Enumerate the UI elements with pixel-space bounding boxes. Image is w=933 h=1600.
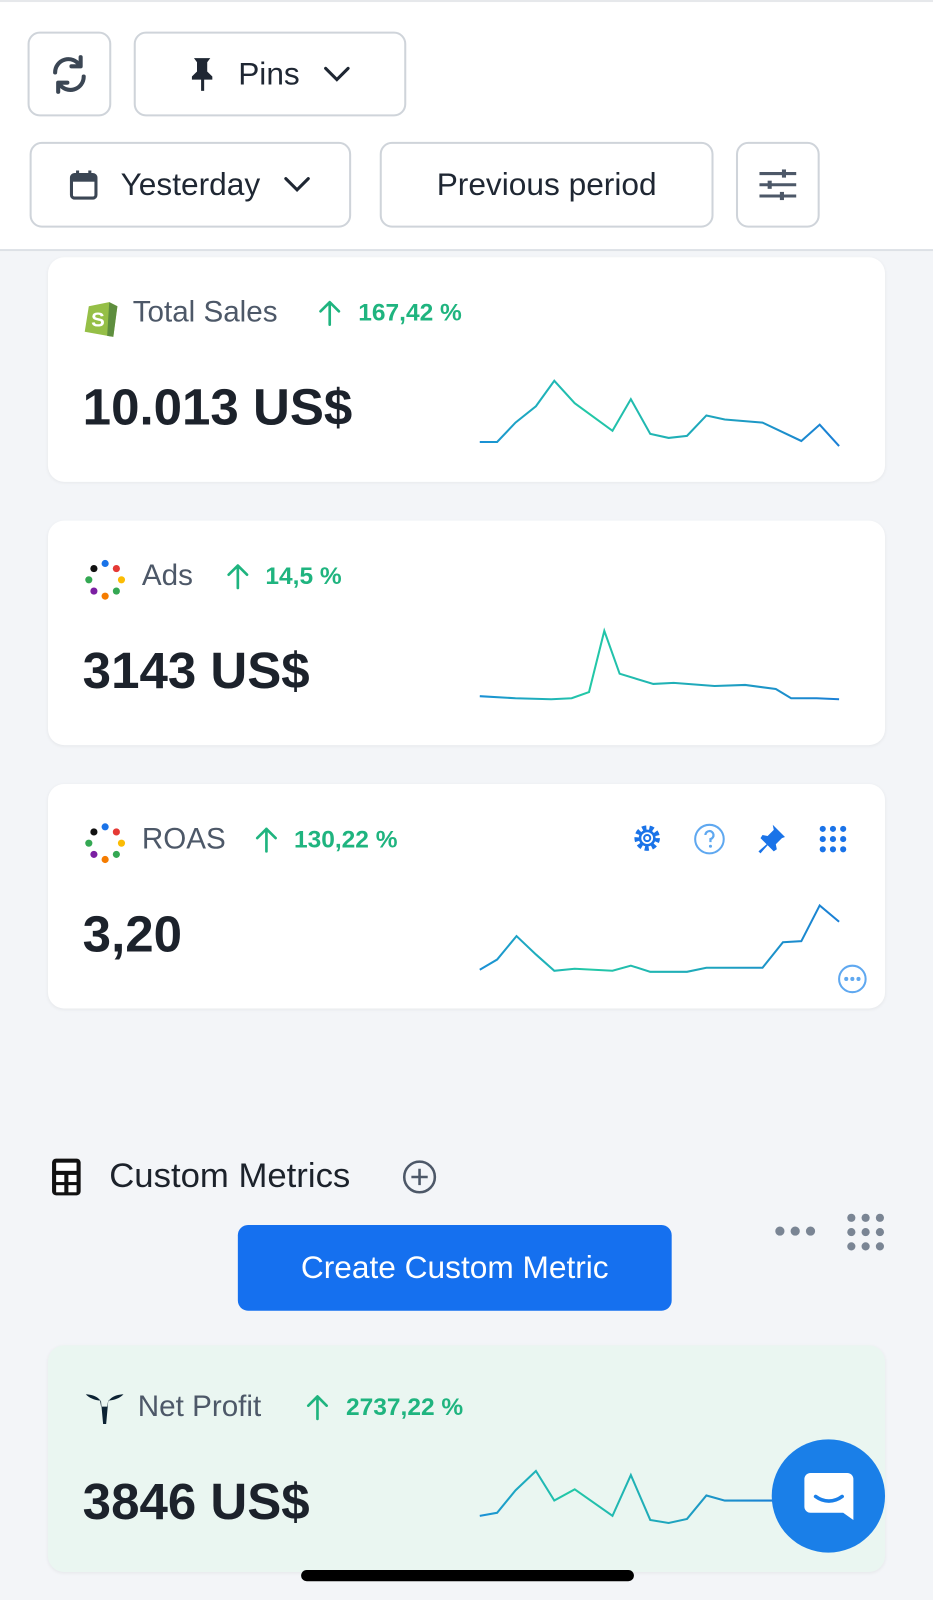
metric-change: 2737,22 % — [346, 1393, 464, 1421]
chevron — [284, 177, 310, 193]
add-icon[interactable] — [402, 1160, 437, 1195]
metric-value: 3846 US$ — [82, 1473, 310, 1531]
filter-button[interactable] — [735, 141, 820, 228]
triple-whale-icon — [85, 1394, 124, 1425]
sparkline — [479, 627, 840, 701]
toolbar: Pins Yesterday Previous period — [0, 0, 933, 252]
ads-icon — [85, 559, 126, 600]
metric-card[interactable]: S Total Sales 167,42 % 10.013 US$ — [47, 257, 886, 482]
metric-name: Net Profit — [137, 1390, 262, 1423]
calculator-icon — [52, 1158, 81, 1196]
pin-icon[interactable] — [756, 823, 787, 856]
chevron — [323, 66, 350, 82]
sparkline — [479, 1469, 776, 1525]
more-icon[interactable] — [774, 1224, 817, 1238]
help-icon[interactable] — [693, 823, 726, 856]
metric-change: 130,22 % — [293, 825, 398, 854]
drag-handle[interactable] — [846, 1213, 885, 1252]
metric-name: ROAS — [141, 822, 226, 856]
up-arrow — [305, 1392, 329, 1421]
roas-icon — [85, 823, 126, 864]
pins-dropdown[interactable]: Pins — [133, 31, 407, 117]
more-icon[interactable] — [836, 963, 869, 996]
metric-value: 3,20 — [82, 905, 183, 963]
date-dropdown[interactable]: Yesterday — [29, 141, 352, 228]
create-button[interactable]: Create Custom Metric — [237, 1224, 672, 1311]
metric-card[interactable]: ROAS 130,22 % 3,20 — [47, 783, 886, 1009]
metric-name: Total Sales — [132, 296, 278, 329]
up-arrow — [317, 298, 341, 327]
home-indicator — [301, 1569, 634, 1582]
up-arrow — [254, 825, 278, 854]
metric-change: 14,5 % — [265, 562, 342, 591]
metric-card[interactable]: Net Profit 2737,22 % 3846 US$ — [47, 1345, 886, 1573]
metric-change: 167,42 % — [358, 299, 462, 327]
metric-name: Ads — [141, 559, 193, 593]
up-arrow — [226, 561, 250, 590]
metric-value: 3143 US$ — [82, 642, 310, 700]
sparkline — [479, 379, 840, 447]
drag-handle[interactable] — [819, 825, 848, 854]
pins-label: Pins — [238, 55, 300, 92]
calendar-icon — [70, 170, 98, 200]
svg-text:S: S — [91, 310, 105, 332]
refresh-button[interactable] — [27, 31, 112, 117]
compare-button[interactable]: Previous period — [379, 141, 714, 228]
pin-icon — [192, 57, 213, 91]
sparkline — [479, 903, 840, 973]
metric-value: 10.013 US$ — [82, 378, 353, 436]
refresh-icon — [53, 54, 86, 94]
settings-icon[interactable] — [632, 823, 663, 854]
section-title: Custom Metrics — [109, 1156, 351, 1196]
chat-icon — [803, 1472, 853, 1520]
metric-card[interactable]: Ads 14,5 % 3143 US$ — [47, 520, 886, 746]
compare-label: Previous period — [436, 166, 657, 203]
date-label: Yesterday — [120, 166, 261, 203]
shopify-icon: S — [84, 302, 118, 337]
chat-button[interactable] — [771, 1439, 886, 1553]
sliders-icon — [759, 169, 797, 201]
